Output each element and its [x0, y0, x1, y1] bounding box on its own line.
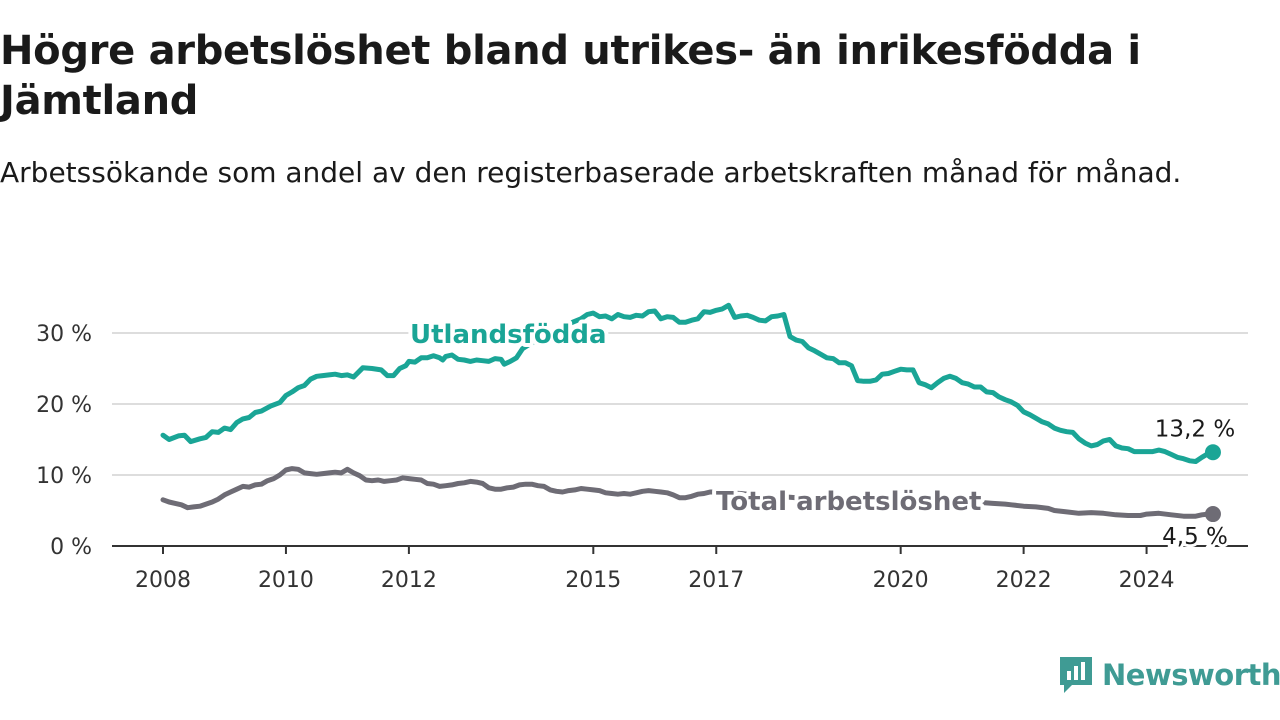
- newsworthy-logo-icon: [1060, 657, 1092, 693]
- axes: 0 % 10 % 20 % 30 % 2008 2010 2012 2015 2017 2020 2…: [36, 322, 1248, 593]
- x-tick-label: 2024: [1119, 568, 1175, 593]
- series-lines: [160, 302, 1221, 523]
- x-tick-label: 2008: [135, 568, 191, 593]
- grid-lines: [112, 332, 1248, 476]
- x-tick-label: 2017: [688, 568, 744, 593]
- newsworthy-logo-text: Newsworthy: [1102, 658, 1280, 692]
- x-tick-label: 2015: [565, 568, 621, 593]
- series-line: [160, 466, 1216, 519]
- y-tick-label: 20 %: [36, 393, 92, 418]
- x-tick-label: 2020: [873, 568, 929, 593]
- x-tick-label: 2022: [996, 568, 1052, 593]
- series-end-point: [1204, 444, 1221, 461]
- chart-subtitle: Arbetssökande som andel av den registerb…: [0, 156, 1182, 189]
- end-value-label: 13,2 %: [1155, 416, 1235, 442]
- y-tick-label: 0 %: [50, 535, 92, 560]
- x-tick-label: 2012: [381, 568, 437, 593]
- series-labels: Utlandsfödda Total arbetslöshet 13,2 % 4,5 …: [406, 316, 1238, 553]
- series-end-point: [1204, 506, 1221, 523]
- line-chart: 0 % 10 % 20 % 30 % 2008 2010 2012 2015 2017 2020 2…: [36, 302, 1248, 593]
- series-name-label: Utlandsfödda: [410, 320, 607, 350]
- y-tick-label: 30 %: [36, 322, 92, 347]
- x-tick-label: 2010: [258, 568, 314, 593]
- chart-title: Högre arbetslöshet bland utrikes- än inr…: [0, 28, 1141, 124]
- series-line: [160, 302, 1216, 464]
- series-name-label: Total arbetslöshet: [716, 487, 981, 517]
- end-value-label: 4,5 %: [1162, 524, 1228, 550]
- y-tick-label: 10 %: [36, 464, 92, 489]
- newsworthy-logo: Newsworthy: [1058, 655, 1280, 695]
